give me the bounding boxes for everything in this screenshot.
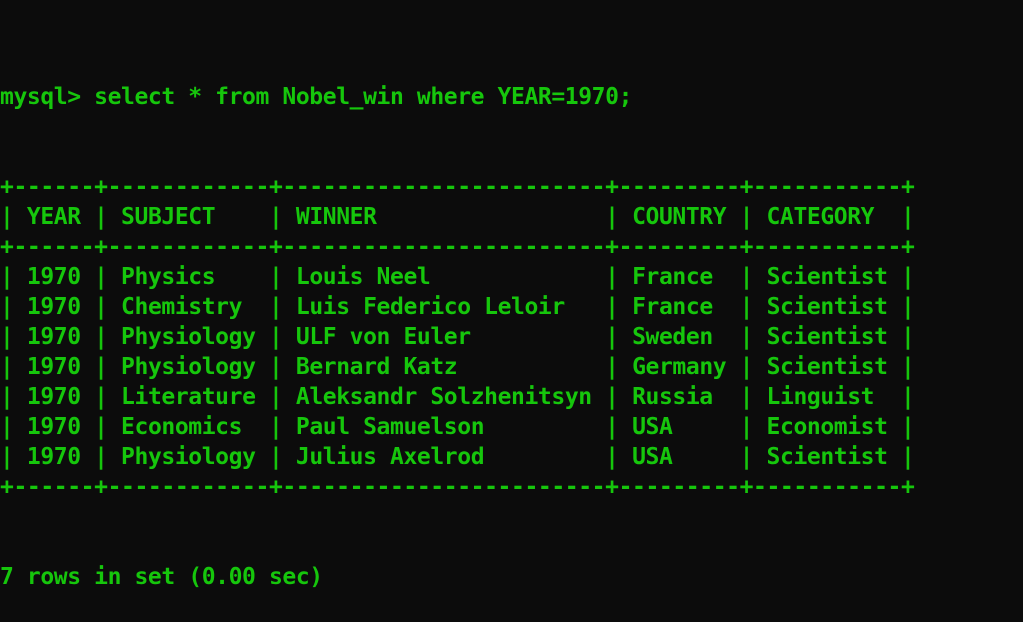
cell-year: 1970 [26, 324, 81, 350]
header-cell-category: CATEGORY [766, 204, 875, 230]
cell-year: 1970 [26, 384, 81, 410]
cell-subject: Physiology [121, 324, 256, 350]
cell-year: 1970 [26, 414, 81, 440]
header-cell-year: YEAR [26, 204, 81, 230]
command-line: mysql> select * from Nobel_win where YEA… [0, 82, 1023, 112]
prompt: mysql> [0, 84, 81, 110]
cell-subject: Economics [121, 414, 243, 440]
cell-category: Scientist [766, 354, 888, 380]
cell-country: France [632, 294, 713, 320]
table-row: | 1970 | Physics | Louis Neel | France |… [0, 264, 915, 290]
cell-winner: Aleksandr Solzhenitsyn [295, 384, 592, 410]
header-cell-winner: WINNER [295, 204, 377, 230]
table-border-bottom: +------+------------+-------------------… [0, 474, 915, 500]
table-row: | 1970 | Physiology | Bernard Katz | Ger… [0, 354, 915, 380]
cell-year: 1970 [26, 294, 81, 320]
cell-year: 1970 [26, 444, 81, 470]
result-table: +------+------------+-------------------… [0, 172, 1023, 502]
cell-winner: Julius Axelrod [295, 444, 485, 470]
command-text: select * from Nobel_win where YEAR=1970; [94, 84, 633, 110]
table-row: | 1970 | Physiology | Julius Axelrod | U… [0, 444, 915, 470]
cell-subject: Chemistry [121, 294, 243, 320]
cell-category: Scientist [766, 294, 888, 320]
cell-winner: Louis Neel [295, 264, 431, 290]
cell-category: Linguist [766, 384, 875, 410]
terminal-output: mysql> select * from Nobel_win where YEA… [0, 22, 1023, 622]
result-summary: 7 rows in set (0.00 sec) [0, 564, 323, 590]
cell-category: Scientist [766, 444, 888, 470]
cell-subject: Physiology [121, 444, 256, 470]
cell-subject: Literature [121, 384, 256, 410]
cell-country: Germany [632, 354, 727, 380]
table-header-row: | YEAR | SUBJECT | WINNER | COUNTRY | CA… [0, 204, 915, 230]
table-border-header: +------+------------+-------------------… [0, 234, 915, 260]
cell-category: Scientist [766, 324, 888, 350]
cell-year: 1970 [26, 354, 81, 380]
table-row: | 1970 | Chemistry | Luis Federico Leloi… [0, 294, 915, 320]
cell-country: France [632, 264, 713, 290]
cell-subject: Physics [121, 264, 216, 290]
table-row: | 1970 | Literature | Aleksandr Solzheni… [0, 384, 915, 410]
table-row: | 1970 | Physiology | ULF von Euler | Sw… [0, 324, 915, 350]
table-border-top: +------+------------+-------------------… [0, 174, 915, 200]
cell-category: Scientist [766, 264, 888, 290]
cell-subject: Physiology [121, 354, 256, 380]
cell-winner: Paul Samuelson [295, 414, 485, 440]
cell-country: Sweden [632, 324, 713, 350]
header-cell-subject: SUBJECT [121, 204, 216, 230]
cell-winner: Luis Federico Leloir [295, 294, 565, 320]
cell-year: 1970 [26, 264, 81, 290]
cell-country: Russia [632, 384, 713, 410]
header-cell-country: COUNTRY [632, 204, 727, 230]
cell-winner: ULF von Euler [295, 324, 471, 350]
table-row: | 1970 | Economics | Paul Samuelson | US… [0, 414, 915, 440]
cell-category: Economist [766, 414, 888, 440]
cell-winner: Bernard Katz [295, 354, 458, 380]
cell-country: USA [632, 414, 673, 440]
cell-country: USA [632, 444, 673, 470]
